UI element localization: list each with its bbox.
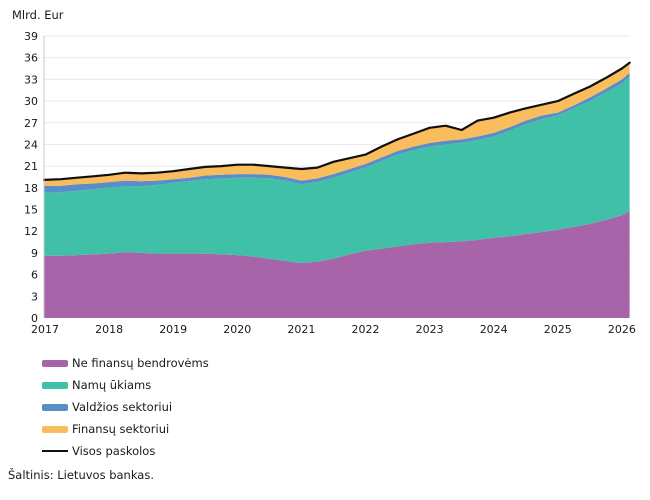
y-axis-title: Mlrd. Eur — [12, 8, 64, 22]
y-tick-label-12: 12 — [24, 225, 38, 238]
y-tick-label-3: 3 — [31, 290, 38, 303]
legend-label: Visos paskolos — [72, 444, 156, 458]
x-tick-label-2017: 2017 — [31, 323, 59, 336]
legend-label: Valdžios sektoriui — [72, 400, 173, 414]
y-tick-label-30: 30 — [24, 95, 38, 108]
legend-item-nam-kiams: Namų ūkiams — [42, 374, 209, 396]
y-tick-label-24: 24 — [24, 138, 38, 151]
legend-label: Namų ūkiams — [72, 378, 152, 392]
x-tick-label-2026: 2026 — [608, 323, 636, 336]
legend-item-ne-finans-bendrov-ms: Ne finansų bendrovėms — [42, 352, 209, 374]
y-tick-label-6: 6 — [31, 269, 38, 282]
legend-swatch-vald-ios-sektoriui — [42, 403, 68, 411]
x-tick-label-2021: 2021 — [287, 323, 315, 336]
x-tick-label-2018: 2018 — [95, 323, 123, 336]
legend-swatch-ne-finans-bendrov-ms — [42, 359, 68, 367]
x-tick-label-2025: 2025 — [544, 323, 572, 336]
y-tick-label-36: 36 — [24, 52, 38, 65]
legend-swatch-visos-paskolos — [42, 449, 68, 453]
area-ne-finans-bendrov-ms — [44, 211, 630, 318]
y-tick-label-39: 39 — [24, 30, 38, 43]
area-nam-kiams — [44, 76, 630, 263]
legend-item-visos-paskolos: Visos paskolos — [42, 440, 209, 462]
x-tick-label-2023: 2023 — [416, 323, 444, 336]
y-tick-label-21: 21 — [24, 160, 38, 173]
legend-item-finans-sektoriui: Finansų sektoriui — [42, 418, 209, 440]
x-tick-label-2019: 2019 — [159, 323, 187, 336]
legend-swatch-nam-kiams — [42, 381, 68, 389]
legend-label: Ne finansų bendrovėms — [72, 356, 209, 370]
legend-swatch-finans-sektoriui — [42, 425, 68, 433]
source-text: Šaltinis: Lietuvos bankas. — [8, 468, 155, 482]
y-tick-label-0: 0 — [31, 312, 38, 325]
x-tick-label-2022: 2022 — [352, 323, 380, 336]
x-tick-label-2024: 2024 — [480, 323, 508, 336]
y-tick-label-33: 33 — [24, 73, 38, 86]
y-tick-label-9: 9 — [31, 247, 38, 260]
legend-label: Finansų sektoriui — [72, 422, 170, 436]
line-visos-paskolos — [42, 61, 631, 181]
y-tick-label-15: 15 — [24, 204, 38, 217]
legend-item-vald-ios-sektoriui: Valdžios sektoriui — [42, 396, 209, 418]
legend: Ne finansų bendrovėms Namų ūkiams Valdžios… — [42, 352, 209, 462]
y-tick-label-27: 27 — [24, 117, 38, 130]
x-tick-label-2020: 2020 — [223, 323, 251, 336]
y-tick-label-18: 18 — [24, 182, 38, 195]
x-axis-labels: 2017 2018 2019 2020 2021 2022 2023 2024 2025 2026 — [31, 323, 636, 336]
